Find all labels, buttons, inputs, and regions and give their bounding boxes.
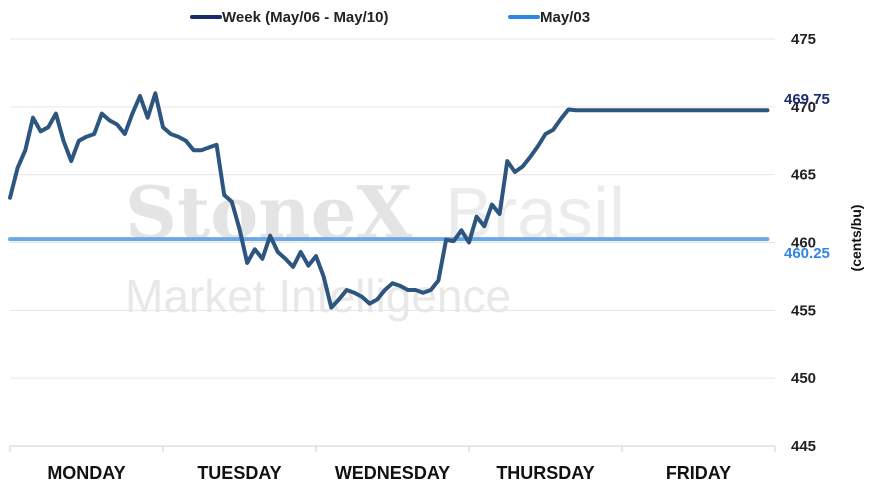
y-axis-label: (cents/bu) [848, 205, 864, 272]
may03-end-label: 460.25 [784, 245, 830, 262]
x-category-label: WEDNESDAY [335, 463, 450, 483]
x-category-label: MONDAY [47, 463, 125, 483]
week-end-label: 469.75 [784, 91, 830, 108]
y-tick-label: 455 [791, 302, 816, 319]
y-tick-label: 450 [791, 370, 816, 387]
x-category-label: FRIDAY [666, 463, 731, 483]
y-tick-label: 465 [791, 167, 816, 184]
end-labels: 469.75 460.25 [784, 91, 830, 262]
series-lines [8, 91, 770, 310]
y-axis-ticks: 445 450 455 460 465 470 475 [791, 31, 816, 455]
y-tick-label: 460 [791, 235, 816, 252]
legend: Week (May/06 - May/10) May/03 [190, 9, 590, 26]
week-series-line [8, 91, 770, 310]
legend-label: May/03 [540, 9, 590, 26]
x-category-label: TUESDAY [197, 463, 281, 483]
y-tick-label: 445 [791, 438, 816, 455]
watermark: StoneX Brasil Market Intelligence [125, 170, 625, 322]
y-tick-label: 470 [791, 99, 816, 116]
gridlines [10, 38, 775, 447]
y-tick-label: 475 [791, 31, 816, 48]
x-category-label: THURSDAY [496, 463, 594, 483]
x-axis: MONDAY TUESDAY WEDNESDAY THURSDAY FRIDAY [9, 446, 776, 483]
legend-label: Week (May/06 - May/10) [222, 9, 388, 26]
watermark-market-intelligence: Market Intelligence [125, 270, 511, 322]
